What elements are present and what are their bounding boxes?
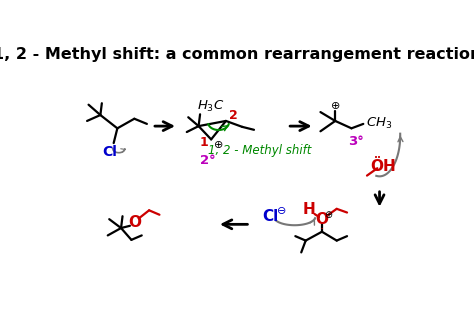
Text: O: O [128,215,141,230]
Text: $CH_3$: $CH_3$ [366,116,392,131]
Text: 2°: 2° [200,154,215,167]
Text: Cl: Cl [102,145,118,159]
Text: ⊕: ⊕ [214,140,223,150]
Text: :: : [320,219,324,232]
Text: ⊕: ⊕ [325,210,333,220]
Text: $H_3C$: $H_3C$ [198,99,225,114]
Text: H: H [302,202,315,217]
Text: ÖH: ÖH [370,159,396,174]
Text: O: O [315,212,328,227]
Text: ⊖: ⊖ [277,206,286,216]
Text: 3°: 3° [348,135,364,148]
Text: ⊕: ⊕ [330,101,340,111]
Text: Cl: Cl [262,209,278,225]
Text: 1: 1 [200,136,208,149]
Text: 1, 2 - Methyl shift: 1, 2 - Methyl shift [208,144,311,157]
Text: 2: 2 [229,109,237,122]
Text: 1, 2 - Methyl shift: a common rearrangement reaction: 1, 2 - Methyl shift: a common rearrangem… [0,47,474,62]
